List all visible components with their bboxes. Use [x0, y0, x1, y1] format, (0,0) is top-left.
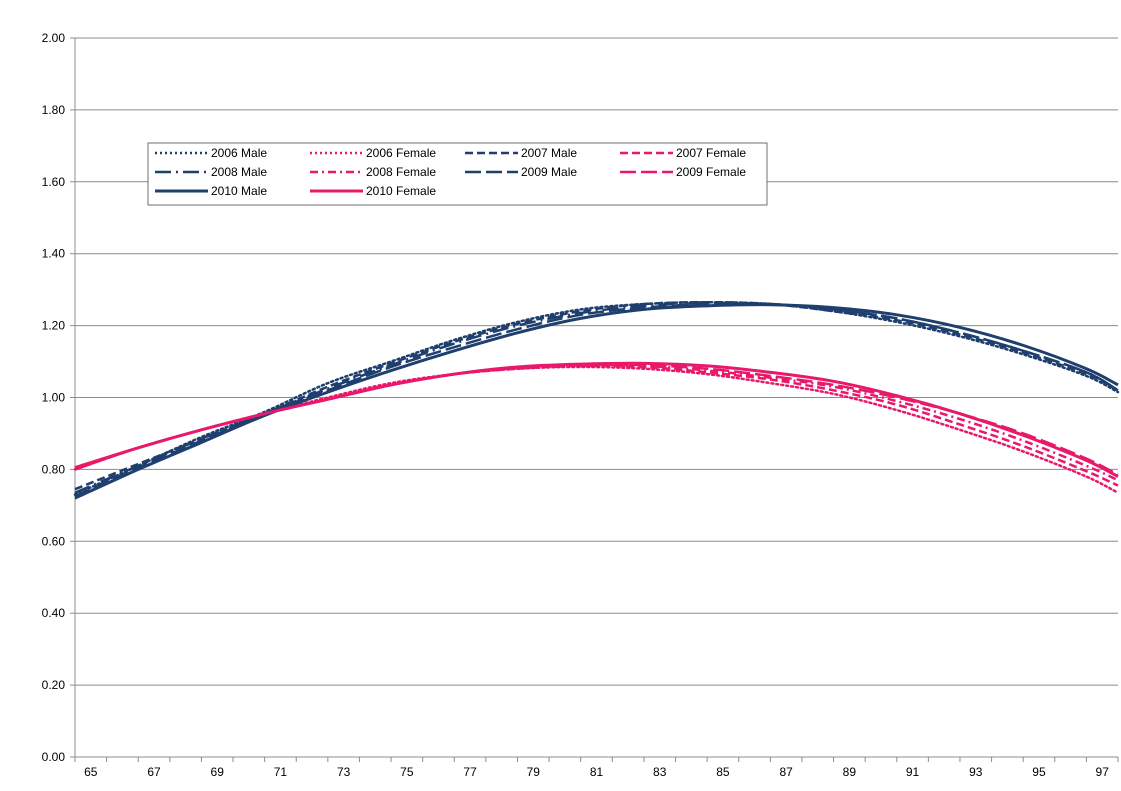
- series-line-2007-male: [74, 300, 1119, 491]
- y-tick-label: 1.80: [42, 103, 66, 117]
- y-tick-label: 2.00: [42, 31, 66, 45]
- series-line-2010-female: [74, 361, 1119, 478]
- x-tick-label: 69: [211, 765, 225, 779]
- legend-label-2008-female: 2008 Female: [366, 165, 436, 179]
- x-tick-label: 79: [527, 765, 541, 779]
- x-tick-label: 91: [906, 765, 920, 779]
- y-tick-label: 1.60: [42, 175, 66, 189]
- x-tick-label: 85: [716, 765, 730, 779]
- x-tick-label: 93: [969, 765, 983, 779]
- series-lines: [73, 300, 1120, 500]
- y-tick-label: 0.20: [42, 678, 66, 692]
- y-tick-label: 1.40: [42, 247, 66, 261]
- legend-label-2007-female: 2007 Female: [676, 146, 746, 160]
- x-tick-label: 97: [1096, 765, 1110, 779]
- series-line-2009-male: [74, 302, 1119, 498]
- x-tick-label: 73: [337, 765, 351, 779]
- x-tick-label: 89: [843, 765, 857, 779]
- x-tick-label: 65: [84, 765, 98, 779]
- legend-label-2010-female: 2010 Female: [366, 184, 436, 198]
- x-tick-label: 87: [779, 765, 793, 779]
- legend-label-2009-male: 2009 Male: [521, 165, 577, 179]
- x-tick-label: 75: [400, 765, 414, 779]
- y-tick-label: 0.00: [42, 750, 66, 764]
- y-tick-label: 0.60: [42, 534, 66, 548]
- y-tick-label: 1.00: [42, 391, 66, 405]
- series-line-2006-female: [73, 365, 1120, 495]
- legend: 2006 Male 2006 Female 2007 Male 2007 Female…: [147, 142, 768, 206]
- x-tick-label: 83: [653, 765, 667, 779]
- series-line-2010-male: [74, 303, 1119, 500]
- y-tick-label: 0.80: [42, 462, 66, 476]
- x-tick-label: 71: [274, 765, 288, 779]
- x-tick-label: 77: [463, 765, 477, 779]
- legend-label-2008-male: 2008 Male: [211, 165, 267, 179]
- y-tick-label: 1.20: [42, 319, 66, 333]
- legend-label-2006-male: 2006 Male: [211, 146, 267, 160]
- axes: 0.00 0.20 0.40 0.60 0.80 1.00 1.20 1.40 1.60 1.80…: [42, 31, 1119, 779]
- legend-label-2007-male: 2007 Male: [521, 146, 577, 160]
- x-tick-label: 95: [1032, 765, 1046, 779]
- y-tick-label: 0.40: [42, 606, 66, 620]
- x-tick-label: 81: [590, 765, 604, 779]
- legend-label-2009-female: 2009 Female: [676, 165, 746, 179]
- legend-label-2010-male: 2010 Male: [211, 184, 267, 198]
- x-tick-label: 67: [147, 765, 161, 779]
- legend-label-2006-female: 2006 Female: [366, 146, 436, 160]
